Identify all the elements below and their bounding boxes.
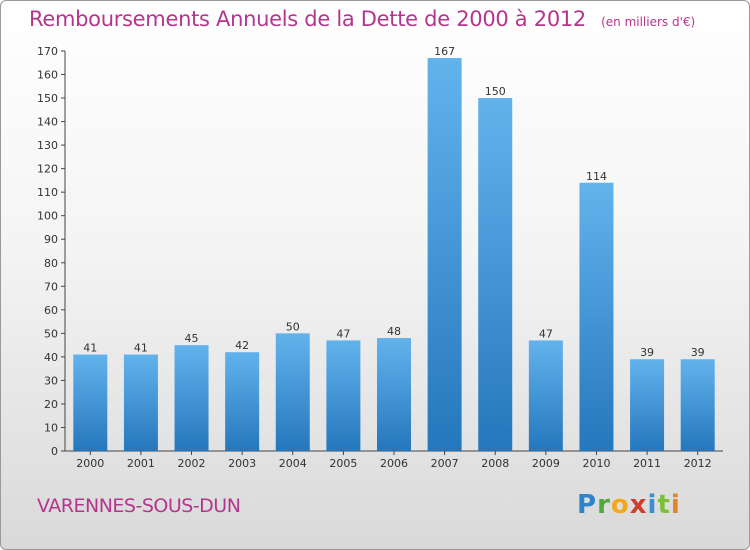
data-label: 41 (134, 342, 148, 355)
proxiti-logo[interactable]: Proxiti (577, 490, 681, 520)
logo-letter: o (610, 490, 630, 520)
logo-letter: P (577, 490, 598, 520)
data-label: 47 (336, 327, 350, 340)
bar (680, 359, 715, 451)
bar (225, 352, 260, 451)
y-tick-label: 140 (37, 116, 58, 129)
y-tick-label: 170 (37, 45, 58, 58)
y-tick-label: 100 (37, 210, 58, 223)
x-tick-label: 2012 (684, 457, 712, 470)
bar (174, 345, 209, 451)
y-tick-label: 40 (44, 351, 58, 364)
data-label: 50 (286, 320, 300, 333)
x-tick-label: 2004 (279, 457, 307, 470)
bar (579, 182, 614, 451)
y-tick-label: 120 (37, 163, 58, 176)
data-label: 39 (640, 346, 654, 359)
logo-letter: r (597, 490, 611, 520)
data-label: 45 (185, 332, 199, 345)
y-tick-label: 80 (44, 257, 58, 270)
bar (427, 58, 462, 451)
y-tick-label: 130 (37, 139, 58, 152)
logo-letter: x (629, 490, 648, 520)
y-tick-label: 70 (44, 280, 58, 293)
bar (377, 338, 411, 451)
data-label: 48 (387, 325, 401, 338)
chart-title: Remboursements Annuels de la Dette de 20… (29, 7, 695, 31)
x-tick-label: 2001 (127, 457, 155, 470)
y-tick-label: 60 (44, 304, 58, 317)
x-tick-label: 2002 (178, 457, 206, 470)
title-unit: (en milliers d'€) (601, 15, 696, 29)
x-tick-label: 2006 (380, 457, 408, 470)
bar (630, 359, 665, 451)
x-tick-label: 2010 (582, 457, 610, 470)
x-tick-label: 2008 (481, 457, 509, 470)
y-tick-label: 20 (44, 398, 58, 411)
y-tick-label: 0 (51, 445, 58, 458)
y-tick-label: 150 (37, 92, 58, 105)
y-tick-label: 90 (44, 233, 58, 246)
x-tick-label: 2005 (329, 457, 357, 470)
data-label: 167 (434, 45, 455, 58)
y-tick-label: 30 (44, 374, 58, 387)
data-label: 39 (691, 346, 705, 359)
logo-letter: t (657, 490, 671, 520)
bar (73, 354, 108, 451)
data-label: 41 (83, 342, 97, 355)
y-tick-label: 10 (44, 421, 58, 434)
x-tick-label: 2007 (431, 457, 459, 470)
data-label: 150 (485, 85, 506, 98)
logo-letter: i (670, 490, 681, 520)
y-tick-label: 50 (44, 327, 58, 340)
data-label: 114 (586, 170, 607, 183)
x-tick-label: 2000 (76, 457, 104, 470)
x-tick-label: 2009 (532, 457, 560, 470)
commune-name: VARENNES-SOUS-DUN (37, 495, 241, 517)
y-tick-label: 160 (37, 69, 58, 82)
bar (528, 340, 563, 451)
x-tick-label: 2003 (228, 457, 256, 470)
logo-letter: i (647, 490, 658, 520)
x-tick-label: 2011 (633, 457, 661, 470)
data-label: 42 (235, 339, 249, 352)
bar (478, 98, 513, 451)
bar (326, 340, 361, 451)
bar (275, 333, 310, 451)
y-tick-label: 110 (37, 186, 58, 199)
bar (123, 354, 158, 451)
data-label: 47 (539, 327, 553, 340)
title-text: Remboursements Annuels de la Dette de 20… (29, 7, 586, 31)
